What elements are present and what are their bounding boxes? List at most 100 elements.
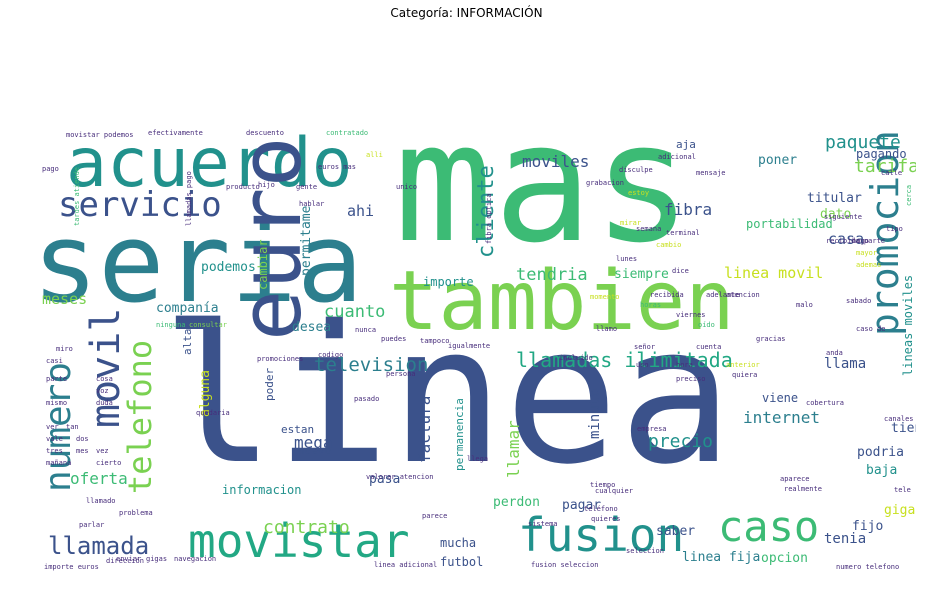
- word-movistar-podemos: movistar podemos: [66, 131, 134, 139]
- word-llega: llega: [467, 455, 489, 463]
- word-pasa: pasa: [369, 472, 401, 487]
- word-enviar: enviar: [116, 555, 142, 563]
- word-hora: hora: [676, 361, 693, 369]
- word-television: television: [314, 354, 429, 376]
- word-tambien: tambien: [389, 254, 735, 349]
- word-mirar: mirar: [620, 219, 642, 227]
- word-llamada: llamada: [48, 532, 150, 560]
- word-minuto: minuto: [587, 388, 603, 439]
- word-mayor: mayor: [856, 249, 878, 257]
- word-duda: duda: [96, 399, 113, 407]
- word-mismo: mismo: [46, 399, 68, 407]
- word-casa: casa: [828, 230, 865, 248]
- word-siempre: siempre: [614, 267, 669, 282]
- word-acuerdo: acuerdo: [66, 126, 353, 203]
- word-ademas: ademas: [856, 261, 882, 269]
- word-tres: tres: [46, 447, 63, 455]
- word-hablar: hablar: [299, 200, 325, 208]
- word-realmente: realmente: [784, 485, 822, 493]
- word-vez: vez: [96, 447, 109, 455]
- word-paquete: paquete: [825, 132, 901, 153]
- word-fusion-seleccion: fusion seleccion: [531, 561, 599, 569]
- word-llamado: llamado: [86, 497, 116, 505]
- word-pagar: pagar: [562, 498, 602, 513]
- word-cualquier: cualquier: [595, 487, 633, 495]
- word-tardes-atiende: tardes atiende: [73, 166, 81, 226]
- word-mañana: mañana: [46, 459, 72, 467]
- word-linea: linea: [161, 285, 733, 506]
- word-estan: estan: [281, 423, 315, 436]
- word-hijo: hijo: [258, 181, 275, 189]
- word-ver: ver: [46, 423, 59, 431]
- word-adicional: adicional: [658, 153, 696, 161]
- word-llamadas-pago: llamadas pago: [185, 171, 193, 226]
- word-anda: anda: [826, 349, 843, 357]
- word-pasado: pasado: [354, 395, 380, 403]
- word-dato: dato: [820, 207, 852, 222]
- word-cierto: cierto: [96, 459, 122, 467]
- word-mas: mas: [394, 126, 693, 279]
- word-saber: saber: [656, 524, 696, 539]
- word-disculpe: disculpe: [619, 166, 653, 174]
- word-cuanto: cuanto: [324, 302, 386, 322]
- word-malo: malo: [796, 301, 813, 309]
- word-permitame: permitame: [299, 205, 314, 276]
- word-dice: dice: [672, 267, 689, 275]
- word-quiera: quiera: [732, 371, 758, 379]
- word-lineas-moviles: lineas moviles: [901, 274, 915, 376]
- word-navegacion: navegacion: [174, 555, 217, 563]
- word-euros-mas: euros mas: [318, 163, 356, 171]
- word-baja: baja: [866, 463, 898, 478]
- word-oferta: oferta: [70, 469, 128, 488]
- word-teléfono: teléfono: [584, 505, 618, 513]
- word-aparece: aparece: [780, 475, 810, 483]
- word-calle: calle: [881, 169, 903, 177]
- word-producto: producto: [226, 183, 260, 191]
- word-dos: dos: [76, 435, 89, 443]
- word-preciso: preciso: [676, 375, 706, 383]
- word-consultar: consultar: [189, 321, 227, 329]
- word-cosa: cosa: [96, 375, 113, 383]
- word-tele: tele: [894, 486, 911, 494]
- word-grabacion: grabacion: [586, 179, 624, 187]
- word-terminal: terminal: [666, 229, 700, 237]
- word-parte: parte: [46, 375, 68, 383]
- word-tipo: tipo: [886, 225, 903, 233]
- word-linea-fija: linea fija: [682, 550, 761, 565]
- word-numero-telefono: numero telefono: [836, 563, 900, 571]
- word-llama: llama: [824, 356, 867, 372]
- word-cloud: linea mas seria tambien acuerdo euro promocion…: [36, 126, 916, 572]
- word-canales: canales: [884, 415, 914, 423]
- word-tienda: tienda: [891, 421, 916, 436]
- word-caso-de: caso de: [856, 325, 886, 333]
- word-incluido: incluido: [559, 354, 593, 362]
- word-fibra: fibra: [664, 200, 713, 219]
- word-puedes: puedes: [381, 335, 407, 343]
- word-meses: meses: [42, 290, 88, 308]
- word-ahi: ahi: [347, 202, 375, 220]
- word-movistar: movistar: [188, 514, 410, 568]
- word-persona: persona: [386, 370, 416, 378]
- word-podemos: podemos: [201, 260, 256, 275]
- word-estoy: estoy: [628, 189, 650, 197]
- word-caso: caso: [718, 502, 820, 551]
- word-nunca: nunca: [355, 326, 377, 334]
- word-podria: podria: [857, 445, 904, 460]
- word-mucha: mucha: [440, 536, 477, 550]
- word-sabado: sabado: [846, 297, 872, 305]
- word-telefono: telefono: [121, 339, 159, 494]
- word-casi: casi: [46, 357, 63, 365]
- word-movil: movil: [83, 307, 129, 428]
- word-lunes: lunes: [616, 255, 638, 263]
- word-igualmente: igualmente: [448, 342, 491, 350]
- word-importe-euros: importe euros: [44, 563, 99, 571]
- word-futbol: futbol: [440, 555, 484, 569]
- word-internet: internet: [743, 408, 821, 427]
- word-aja: aja: [676, 138, 696, 151]
- word-fijo: fijo: [852, 519, 884, 534]
- word-atencion: atencion: [726, 291, 760, 299]
- word-gracias: gracias: [756, 335, 786, 343]
- word-descuento: descuento: [246, 129, 284, 137]
- word-pago: pago: [42, 165, 59, 173]
- word-mega: mega: [294, 433, 333, 452]
